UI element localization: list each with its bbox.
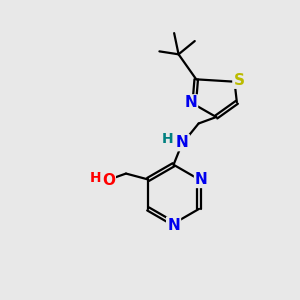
Text: N: N — [176, 135, 189, 150]
Text: S: S — [233, 73, 244, 88]
Text: O: O — [102, 173, 115, 188]
Text: H: H — [89, 171, 101, 185]
Text: N: N — [184, 95, 197, 110]
Text: N: N — [195, 172, 208, 187]
Text: H: H — [161, 132, 173, 146]
Text: N: N — [167, 218, 180, 232]
